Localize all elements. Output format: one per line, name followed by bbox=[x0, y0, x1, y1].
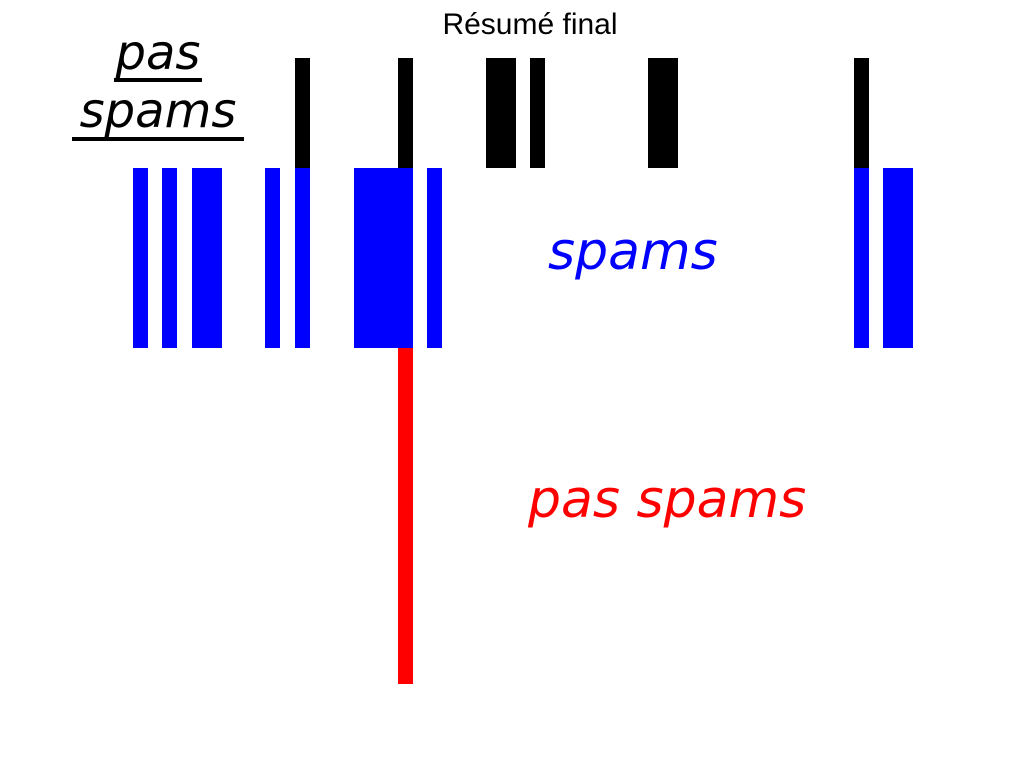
blue-bar bbox=[162, 168, 177, 348]
blue-bar bbox=[854, 168, 869, 348]
black-bar bbox=[486, 58, 516, 168]
pas-spams-label: pas spams bbox=[528, 470, 807, 530]
black-bar bbox=[648, 58, 678, 168]
blue-bar bbox=[427, 168, 442, 348]
black-bar bbox=[530, 58, 545, 168]
black-bar bbox=[854, 58, 869, 168]
slide-title: Résumé final bbox=[442, 8, 618, 41]
blue-bar bbox=[295, 168, 310, 348]
blue-bar bbox=[354, 168, 413, 348]
black-bar bbox=[295, 58, 310, 168]
black-bar bbox=[398, 58, 413, 168]
red-bar bbox=[398, 348, 413, 684]
pas-word: pas bbox=[113, 25, 203, 82]
spams-label: spams bbox=[548, 222, 718, 282]
blue-bar bbox=[133, 168, 148, 348]
pas-spams-top-label: pas spams bbox=[60, 24, 256, 141]
blue-bar bbox=[883, 168, 913, 348]
spams-word: spams bbox=[71, 85, 245, 141]
blue-bar bbox=[265, 168, 280, 348]
blue-bar bbox=[192, 168, 222, 348]
